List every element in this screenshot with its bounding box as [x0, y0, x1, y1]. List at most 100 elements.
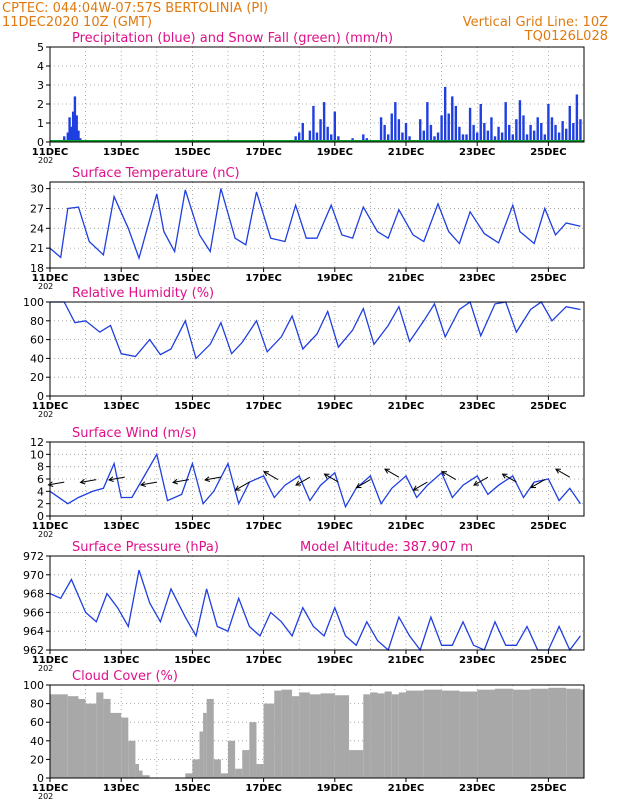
cloud-bar: [309, 694, 321, 778]
x-tick-label: 11DEC: [32, 783, 68, 794]
x-year-label: 202: [38, 410, 53, 419]
header-grid-note: Vertical Grid Line: 10Z: [463, 15, 608, 30]
precip-bar: [383, 124, 386, 142]
panel-2: [46, 300, 585, 400]
panel-frame: [49, 684, 585, 779]
precip-bar: [529, 124, 532, 142]
cloud-bar: [135, 764, 139, 778]
series-line: [50, 300, 581, 360]
cloud-bar: [477, 689, 495, 778]
cloud-bar: [320, 693, 335, 778]
x-tick-label: 17DEC: [245, 783, 281, 794]
cloud-bar: [495, 688, 513, 778]
x-tick-label: 15DEC: [174, 521, 210, 532]
cloud-bar: [377, 693, 385, 778]
x-tick-label: 13DEC: [103, 273, 139, 284]
precip-bar: [486, 130, 490, 142]
cloud-bar: [370, 692, 378, 778]
precip-bar: [479, 104, 482, 142]
x-tick-label: 23DEC: [459, 521, 495, 532]
precip-bar: [565, 128, 568, 142]
panel-5: [46, 684, 585, 782]
precip-bar: [543, 134, 547, 142]
x-year-label: 202: [38, 282, 53, 291]
cloud-bar: [263, 703, 275, 778]
cloud-bar: [228, 740, 236, 778]
panel-4: [46, 555, 585, 654]
x-year-label: 202: [38, 664, 53, 673]
y-tick-label: 6: [37, 473, 44, 486]
x-tick-label: 15DEC: [174, 783, 210, 794]
panel-0: [46, 46, 585, 146]
precip-bar: [465, 134, 468, 142]
wind-arrow: [473, 476, 489, 486]
x-tick-label: 25DEC: [530, 273, 566, 284]
cloud-bar: [110, 712, 122, 778]
cloud-bar: [103, 698, 111, 778]
x-year-label: 202: [38, 530, 53, 539]
cloud-bar: [299, 692, 310, 778]
y-tick-label: 20: [30, 371, 44, 384]
wind-arrow-head: [234, 485, 241, 491]
panel-frame: [49, 441, 585, 517]
precip-bar: [443, 86, 447, 142]
x-tick-label: 21DEC: [388, 521, 424, 532]
x-tick-label: 11DEC: [32, 655, 68, 666]
wind-arrow-head: [412, 485, 419, 491]
wind-arrow-head: [79, 478, 86, 485]
wind-arrow-head: [554, 468, 561, 474]
x-tick-label: 25DEC: [530, 521, 566, 532]
cloud-bar: [121, 717, 129, 778]
precip-bar: [440, 115, 443, 142]
wind-arrow-head: [530, 483, 537, 489]
precip-bar: [419, 119, 422, 142]
panel-frame: [49, 301, 585, 397]
model-altitude: Model Altitude: 387.907 m: [300, 540, 473, 555]
wind-arrow-head: [139, 481, 146, 487]
precip-bar: [333, 111, 336, 142]
precip-bar: [397, 119, 401, 142]
x-tick-label: 15DEC: [174, 401, 210, 412]
y-tick-label: 18: [30, 262, 44, 275]
y-tick-label: 970: [23, 569, 44, 582]
precip-bar: [433, 136, 436, 142]
precip-bar: [554, 124, 557, 142]
x-tick-label: 15DEC: [174, 655, 210, 666]
wind-arrow: [108, 476, 125, 481]
y-tick-label: 968: [23, 588, 44, 601]
wind-arrow: [384, 468, 400, 478]
wind-arrow-head: [441, 471, 448, 477]
panel-title: Surface Wind (m/s): [72, 426, 196, 441]
x-tick-label: 23DEC: [459, 655, 495, 666]
y-tick-label: 12: [30, 436, 44, 449]
precip-bar: [73, 96, 77, 142]
x-tick-label: 17DEC: [245, 521, 281, 532]
cloud-bar: [220, 773, 228, 778]
precip-bar: [525, 134, 529, 142]
panel-title: Relative Humidity (%): [72, 286, 214, 301]
wind-arrow-head: [172, 478, 178, 485]
precip-bar: [68, 117, 71, 142]
y-tick-label: 0: [37, 390, 44, 403]
x-tick-label: 17DEC: [245, 273, 281, 284]
precip-bar: [468, 107, 472, 142]
precip-bar: [447, 113, 450, 142]
precip-bar: [387, 134, 390, 142]
wind-arrow: [555, 468, 571, 478]
precip-bar: [308, 130, 312, 142]
header-run: 11DEC2020 10Z (GMT): [2, 15, 152, 30]
wind-arrow-head: [107, 476, 114, 482]
cloud-bar: [78, 698, 86, 778]
x-tick-label: 19DEC: [317, 783, 353, 794]
wind-arrow: [235, 481, 250, 491]
precip-bar: [497, 126, 500, 142]
cloud-bar: [206, 698, 214, 778]
precip-bar: [579, 119, 582, 142]
cloud-bar: [50, 694, 68, 778]
wind-arrow-head: [295, 480, 302, 486]
y-tick-label: 60: [30, 716, 44, 729]
y-tick-label: 972: [23, 550, 44, 563]
precip-bar: [500, 132, 504, 142]
x-tick-label: 25DEC: [530, 783, 566, 794]
y-tick-label: 3: [37, 79, 44, 92]
